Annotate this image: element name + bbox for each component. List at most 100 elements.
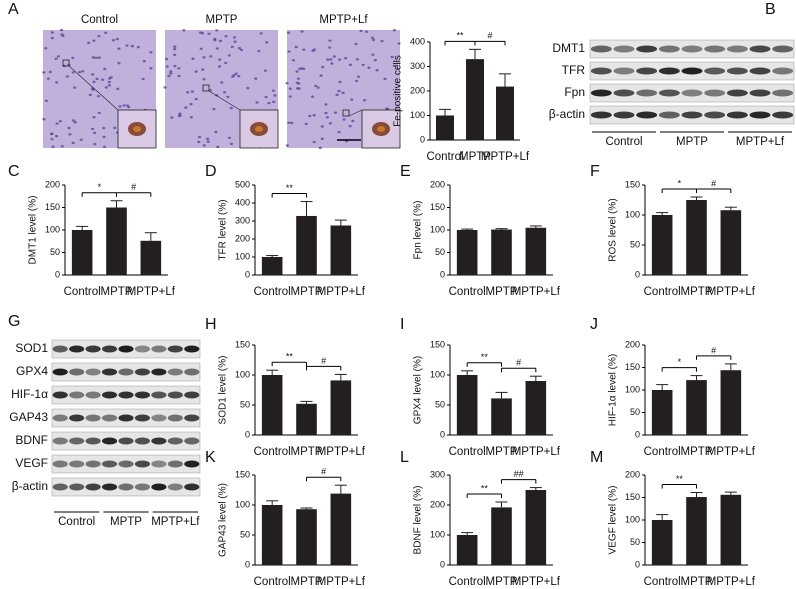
x-tick-label: MPTP [291,286,323,298]
y-tick-label: 100 [235,369,250,379]
blot-band [85,391,101,399]
cell [304,122,308,126]
cell [67,126,71,130]
error-bar [461,370,474,375]
bar [296,403,317,435]
blot-band [704,89,726,97]
blot-band [167,414,183,422]
cell [337,89,341,93]
bar [525,490,547,565]
blot-band [167,483,183,491]
cell [50,36,54,40]
y-tick-label: 500 [235,179,250,189]
cell [263,69,267,72]
cell [348,124,352,128]
protein-label: SOD1 [15,341,48,355]
blot-band [184,437,200,445]
cell [222,91,227,94]
cell [44,99,48,103]
cell [354,42,358,46]
cell [206,137,210,141]
blot-band [69,414,85,422]
protein-label: Fpn [564,85,585,99]
significance-bracket: ** [271,352,307,367]
blot-band [167,391,183,399]
cell [92,131,97,135]
cell [88,93,92,97]
protein-label: DMT1 [552,41,585,55]
cell [320,125,324,128]
cell [226,95,230,99]
cell [118,105,122,108]
cell [199,47,203,50]
protein-label: β-actin [12,479,48,493]
y-axis-label: GPX4 level (%) [413,356,424,424]
cell [237,46,242,50]
panel-label: L [400,449,409,466]
cell [94,56,98,60]
y-tick-label: 0 [420,134,425,144]
bar [261,257,283,275]
cell [214,130,218,134]
cell [173,53,177,57]
blot-band [85,460,101,468]
cell [68,133,72,136]
protein-label: β-actin [549,107,585,121]
micrograph [163,29,279,149]
cell [290,121,294,125]
cell [202,56,206,59]
bar [296,509,317,565]
significance-bracket: * [81,182,117,197]
cell [209,55,213,58]
bar [720,494,742,565]
y-tick-label: 0 [245,559,250,569]
y-tick-label: 50 [435,247,445,257]
bar [686,380,707,435]
error-bar [656,212,669,215]
y-axis-label: ROS level (%) [608,198,619,261]
cell [233,40,237,43]
cell [102,145,107,149]
cell [227,54,231,57]
cell [220,81,224,84]
roi [62,59,70,67]
blot-band [52,414,68,422]
cell [328,122,332,125]
cell [265,41,269,44]
blot-band [69,460,85,468]
cell [200,32,204,35]
image-label: MPTP+Lf [319,14,368,26]
y-tick-label: 100 [625,384,640,394]
cell [288,95,292,98]
cell [295,81,299,84]
x-tick-label: MPTP [291,576,323,588]
cell [215,29,219,32]
cell [141,77,145,81]
blot-band [134,345,151,353]
x-tick-label: MPTP [486,286,518,298]
cell [202,144,206,147]
blot-band [85,345,101,353]
blot-band [134,414,151,422]
cell [288,87,292,90]
cell [194,97,198,101]
y-tick-label: 50 [435,399,445,409]
cell [173,64,177,68]
y-tick-label: 100 [625,514,640,524]
cell [122,104,126,107]
blot-band [681,45,703,53]
significance-label: * [98,182,102,192]
cell [216,145,220,149]
cell [287,121,291,124]
blot-band [184,345,200,353]
cell [169,70,173,73]
blot-band [726,111,748,119]
error-bar [144,232,157,241]
blot-band [636,89,658,97]
x-tick-label: Control [644,446,681,458]
cell [101,78,105,81]
blot-band [118,391,134,399]
blot-band [658,89,680,97]
blot-band [658,111,680,119]
panel-label: K [205,449,216,466]
